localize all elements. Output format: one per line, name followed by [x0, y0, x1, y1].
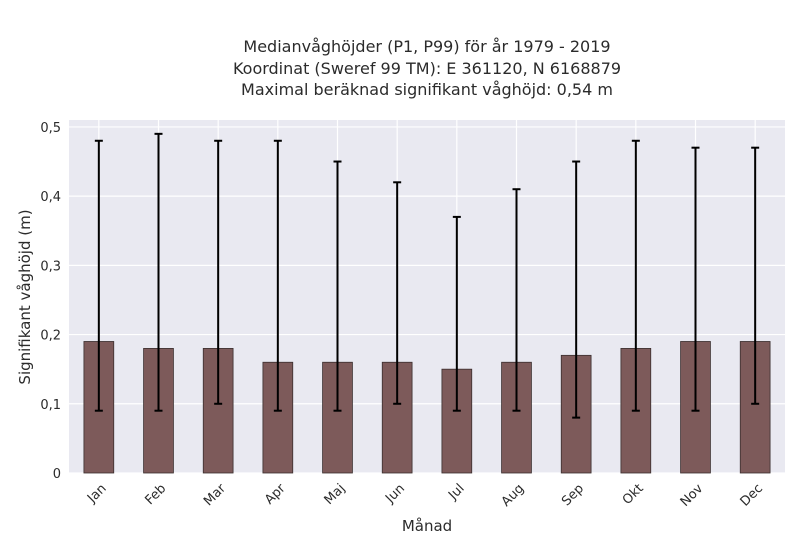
x-tick-label: Jun	[382, 481, 408, 507]
errorbar-dec	[751, 146, 760, 405]
plot-area	[69, 120, 785, 473]
x-tick-label: Apr	[262, 481, 289, 508]
x-tick-label: Feb	[142, 481, 169, 508]
x-axis-label: Månad	[402, 517, 452, 535]
y-axis-ticks: 0 0,1 0,2 0,3 0,4 0,5	[40, 121, 61, 482]
x-tick-label: Nov	[678, 481, 707, 510]
x-tick-label: Okt	[620, 481, 647, 508]
x-axis-ticks: Jan Feb Mar Apr Maj Jun Jul Aug Sep Okt Nov Dec	[84, 481, 766, 510]
y-tick-label: 0,2	[40, 329, 61, 344]
chart-title: Medianvåghöjder (P1, P99) för år 1979 - …	[233, 37, 621, 99]
y-tick-label: 0,5	[40, 121, 61, 136]
x-tick-label: Sep	[559, 481, 587, 509]
errorbar-feb	[154, 132, 163, 412]
y-axis-label: Signifikant våghöjd (m)	[16, 209, 34, 384]
x-tick-label: Aug	[499, 481, 528, 510]
errorbar-nov	[691, 146, 700, 412]
errorbar-apr	[273, 139, 282, 412]
errorbar-okt	[631, 139, 640, 412]
y-tick-label: 0,4	[40, 190, 61, 205]
errorbar-sep	[572, 160, 581, 419]
x-tick-label: Jul	[445, 481, 467, 503]
errorbar-aug	[512, 188, 521, 412]
errorbar-jul	[452, 215, 461, 412]
errorbar-mar	[214, 139, 223, 405]
x-tick-label: Mar	[201, 481, 229, 509]
title-line-1: Medianvåghöjder (P1, P99) för år 1979 - …	[243, 37, 610, 56]
y-tick-label: 0,1	[40, 398, 61, 413]
title-line-3: Maximal beräknad signifikant våghöjd: 0,…	[241, 80, 613, 99]
error-bars	[94, 132, 760, 419]
x-tick-label: Dec	[738, 481, 766, 509]
title-line-2: Koordinat (Sweref 99 TM): E 361120, N 61…	[233, 59, 621, 78]
y-tick-label: 0	[53, 467, 61, 482]
errorbar-jan	[94, 139, 103, 412]
errorbar-maj	[333, 160, 342, 412]
x-tick-label: Maj	[322, 481, 349, 508]
errorbar-jun	[393, 181, 402, 405]
x-tick-label: Jan	[84, 481, 109, 506]
y-tick-label: 0,3	[40, 259, 61, 274]
